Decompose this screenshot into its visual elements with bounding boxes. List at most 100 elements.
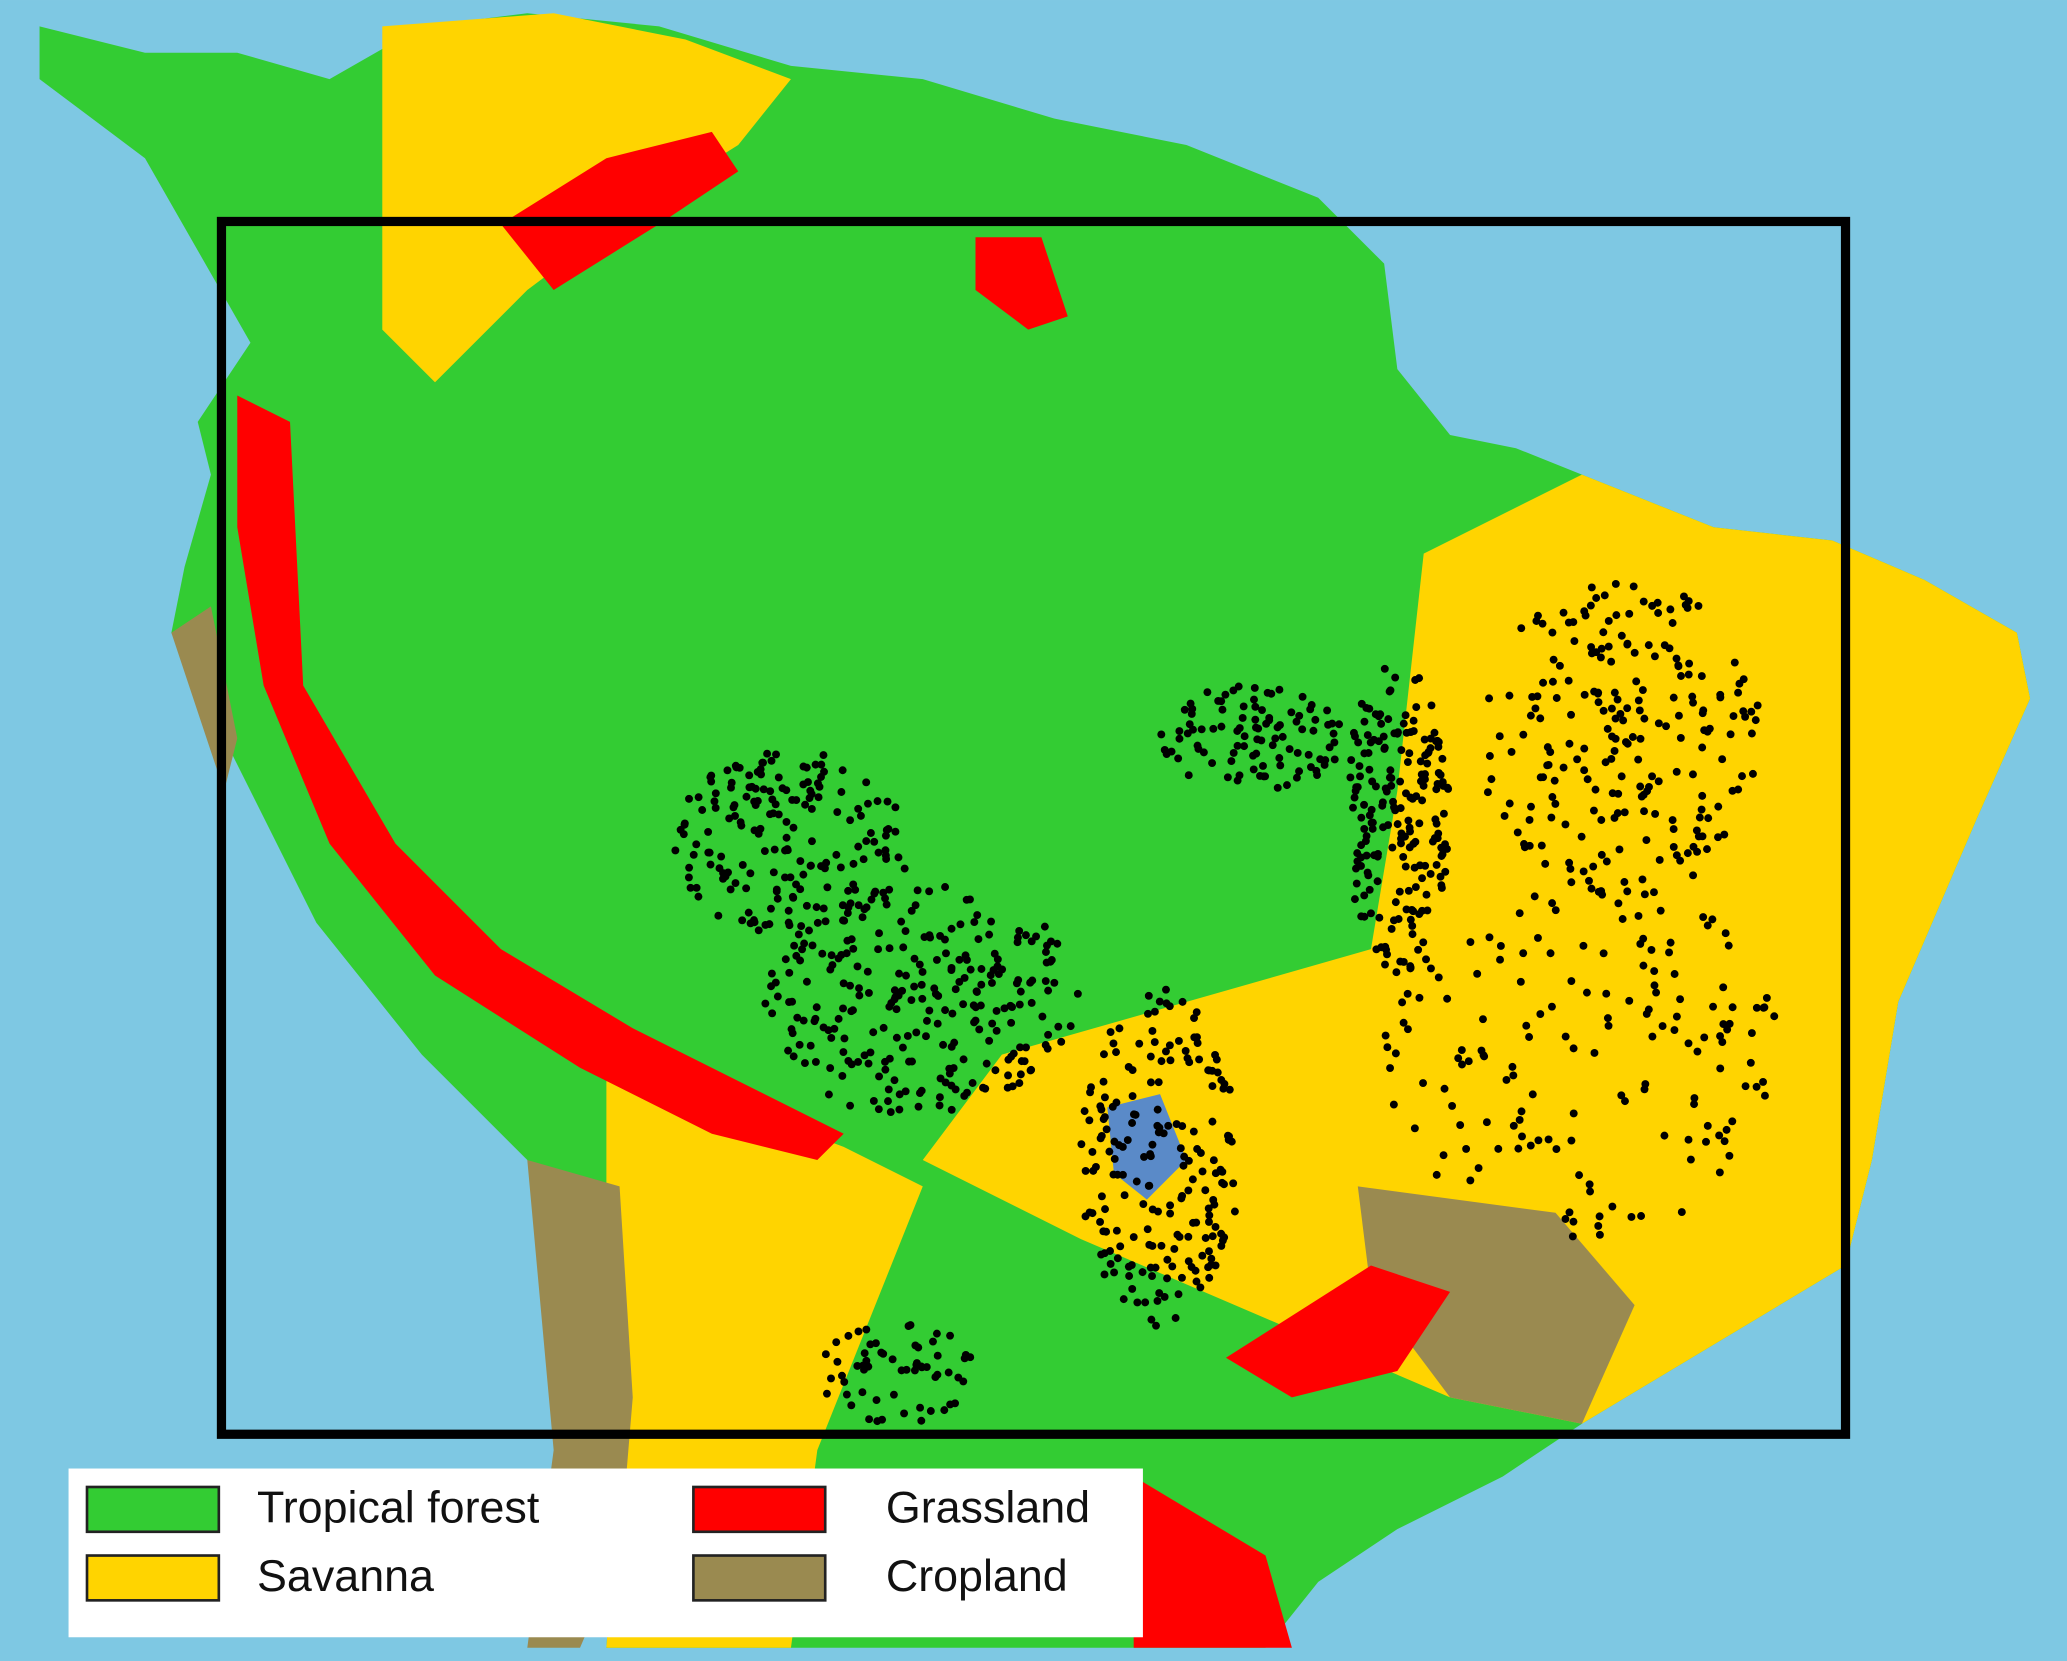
fire-point xyxy=(903,1031,912,1040)
fire-point xyxy=(1384,821,1393,830)
fire-point xyxy=(1097,1192,1106,1201)
fire-point xyxy=(970,1018,979,1027)
fire-point xyxy=(954,1373,963,1382)
fire-point xyxy=(1690,1094,1699,1102)
fire-point xyxy=(1366,909,1375,918)
fire-point xyxy=(1438,754,1447,763)
fire-point xyxy=(1603,724,1612,733)
fire-point xyxy=(785,968,794,977)
fire-point xyxy=(1129,1110,1138,1119)
fire-point xyxy=(1016,987,1025,996)
fire-point xyxy=(1527,802,1535,811)
fire-point xyxy=(914,1343,923,1352)
fire-point xyxy=(873,1417,882,1426)
fire-point xyxy=(866,1340,875,1349)
fire-point xyxy=(1275,685,1284,694)
fire-point xyxy=(727,783,735,792)
fire-point xyxy=(1399,1018,1408,1027)
fire-point xyxy=(1420,735,1429,744)
fire-point xyxy=(1656,906,1665,915)
fire-point xyxy=(805,926,813,935)
fire-point xyxy=(1383,1043,1392,1052)
fire-point xyxy=(1724,941,1733,950)
fire-point xyxy=(1636,734,1645,743)
fire-point xyxy=(1466,938,1475,946)
fire-point xyxy=(1392,968,1401,977)
fire-point xyxy=(1427,701,1436,710)
fire-point xyxy=(869,1028,878,1037)
fire-point xyxy=(1466,1176,1475,1185)
fire-point xyxy=(766,904,775,913)
fire-point xyxy=(1616,710,1625,718)
fire-point xyxy=(1770,1012,1779,1021)
fire-point xyxy=(1409,839,1418,848)
fire-point xyxy=(1587,884,1596,893)
fire-point xyxy=(796,857,805,866)
fire-point xyxy=(985,1036,994,1045)
fire-point xyxy=(923,1016,931,1025)
fire-point xyxy=(846,899,855,908)
fire-point xyxy=(1251,715,1260,724)
fire-point xyxy=(1077,1140,1086,1149)
fire-point xyxy=(1641,1080,1650,1088)
fire-point xyxy=(1734,688,1743,697)
fire-point xyxy=(873,797,882,806)
fire-point xyxy=(1395,887,1404,896)
fire-point xyxy=(1590,1048,1599,1057)
fire-point xyxy=(854,842,863,851)
fire-point xyxy=(882,900,891,909)
fire-point xyxy=(1189,1127,1198,1136)
fire-point xyxy=(1424,748,1433,756)
fire-point xyxy=(1688,692,1697,701)
fire-point xyxy=(1368,818,1377,827)
fire-point xyxy=(1703,921,1712,930)
fire-point xyxy=(1419,1079,1427,1087)
fire-point xyxy=(1201,1186,1210,1195)
fire-point xyxy=(1546,949,1555,958)
fire-point xyxy=(890,1076,899,1085)
fire-point xyxy=(1437,884,1446,892)
fire-point xyxy=(856,811,865,820)
fire-point xyxy=(1013,933,1022,942)
fire-point xyxy=(1187,1263,1196,1271)
fire-point xyxy=(1689,842,1698,851)
fire-point xyxy=(1205,1217,1213,1226)
fire-point xyxy=(855,984,863,993)
fire-point xyxy=(1410,863,1419,872)
fire-point xyxy=(848,1006,857,1015)
fire-point xyxy=(913,886,922,895)
fire-point xyxy=(1443,994,1452,1003)
fire-point xyxy=(1559,763,1568,772)
fire-point xyxy=(711,789,720,798)
fire-point xyxy=(1163,1255,1172,1264)
fire-point xyxy=(1439,809,1448,818)
fire-point xyxy=(1611,579,1620,588)
fire-point xyxy=(914,1102,923,1111)
fire-point xyxy=(1250,695,1258,704)
fire-point xyxy=(1689,871,1698,880)
fire-point xyxy=(1505,691,1514,700)
fire-point xyxy=(751,801,760,810)
fire-point xyxy=(1500,811,1509,820)
fire-point xyxy=(918,994,927,1003)
fire-point xyxy=(1102,1227,1111,1236)
fire-point xyxy=(1580,690,1589,699)
fire-point xyxy=(1273,723,1282,732)
fire-point xyxy=(1440,1084,1449,1093)
fire-point xyxy=(1041,948,1050,956)
fire-point xyxy=(858,913,867,922)
fire-point xyxy=(1145,1181,1154,1190)
fire-point xyxy=(799,1016,808,1025)
fire-point xyxy=(1418,874,1427,883)
fire-point xyxy=(717,852,726,861)
fire-point xyxy=(834,1014,843,1023)
fire-point xyxy=(1155,1123,1164,1132)
fire-point xyxy=(1262,719,1271,728)
fire-point xyxy=(783,845,792,854)
fire-point xyxy=(1639,961,1648,970)
fire-point xyxy=(1330,755,1339,764)
fire-point xyxy=(1050,978,1059,987)
fire-point xyxy=(694,892,703,901)
fire-point xyxy=(1123,1136,1132,1144)
fire-point xyxy=(951,985,960,994)
